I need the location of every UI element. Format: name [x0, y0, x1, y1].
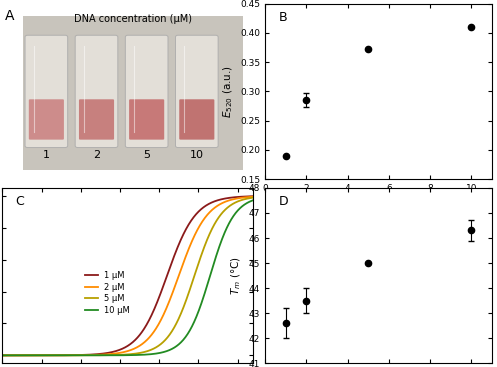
- FancyBboxPatch shape: [79, 99, 114, 139]
- 2 μM: [215, 203, 221, 207]
- Text: D: D: [279, 195, 288, 208]
- FancyBboxPatch shape: [125, 35, 168, 148]
- 2 μM: [152, 328, 158, 333]
- 10 μM: [145, 352, 151, 357]
- 1 μM: [190, 216, 196, 221]
- 1 μM: [152, 306, 158, 310]
- Line: 1 μM: 1 μM: [2, 196, 253, 355]
- FancyBboxPatch shape: [22, 16, 243, 170]
- 10 μM: [0, 353, 5, 357]
- 10 μM: [152, 352, 158, 356]
- 2 μM: [145, 337, 151, 341]
- 1 μM: [0, 353, 5, 357]
- 2 μM: [190, 237, 196, 242]
- FancyBboxPatch shape: [25, 35, 68, 148]
- 1 μM: [145, 320, 151, 324]
- 5 μM: [145, 349, 151, 353]
- 1 μM: [215, 198, 221, 202]
- Text: DNA concentration (μM): DNA concentration (μM): [74, 14, 192, 24]
- FancyBboxPatch shape: [175, 35, 218, 148]
- 5 μM: [190, 279, 196, 283]
- Line: 2 μM: 2 μM: [2, 197, 253, 355]
- 5 μM: [159, 341, 165, 345]
- 10 μM: [159, 350, 165, 355]
- 2 μM: [159, 315, 165, 320]
- Text: A: A: [5, 9, 14, 23]
- FancyBboxPatch shape: [75, 35, 118, 148]
- Y-axis label: $E_{520}$ (a.u.): $E_{520}$ (a.u.): [221, 65, 235, 118]
- Line: 5 μM: 5 μM: [2, 197, 253, 355]
- 5 μM: [215, 216, 221, 220]
- Line: 10 μM: 10 μM: [2, 200, 253, 355]
- Text: 1: 1: [43, 149, 50, 160]
- Text: C: C: [15, 195, 24, 208]
- 10 μM: [15, 353, 21, 357]
- 5 μM: [152, 346, 158, 350]
- 5 μM: [0, 353, 5, 357]
- X-axis label: [DNA] (μM): [DNA] (μM): [350, 199, 408, 208]
- 1 μM: [15, 353, 21, 357]
- 5 μM: [250, 195, 256, 200]
- Text: 5: 5: [143, 149, 150, 160]
- 1 μM: [250, 194, 256, 199]
- 2 μM: [15, 353, 21, 357]
- FancyBboxPatch shape: [129, 99, 164, 139]
- 10 μM: [215, 247, 221, 251]
- Text: 2: 2: [93, 149, 100, 160]
- Text: 10: 10: [190, 149, 204, 160]
- Text: B: B: [279, 11, 287, 24]
- Legend: 1 μM, 2 μM, 5 μM, 10 μM: 1 μM, 2 μM, 5 μM, 10 μM: [82, 268, 134, 318]
- Y-axis label: $T_m$ (°C): $T_m$ (°C): [230, 256, 244, 295]
- 10 μM: [250, 198, 256, 203]
- 10 μM: [190, 323, 196, 327]
- 5 μM: [15, 353, 21, 357]
- 2 μM: [250, 195, 256, 199]
- 1 μM: [159, 287, 165, 291]
- FancyBboxPatch shape: [29, 99, 64, 139]
- 2 μM: [0, 353, 5, 357]
- FancyBboxPatch shape: [179, 99, 214, 139]
